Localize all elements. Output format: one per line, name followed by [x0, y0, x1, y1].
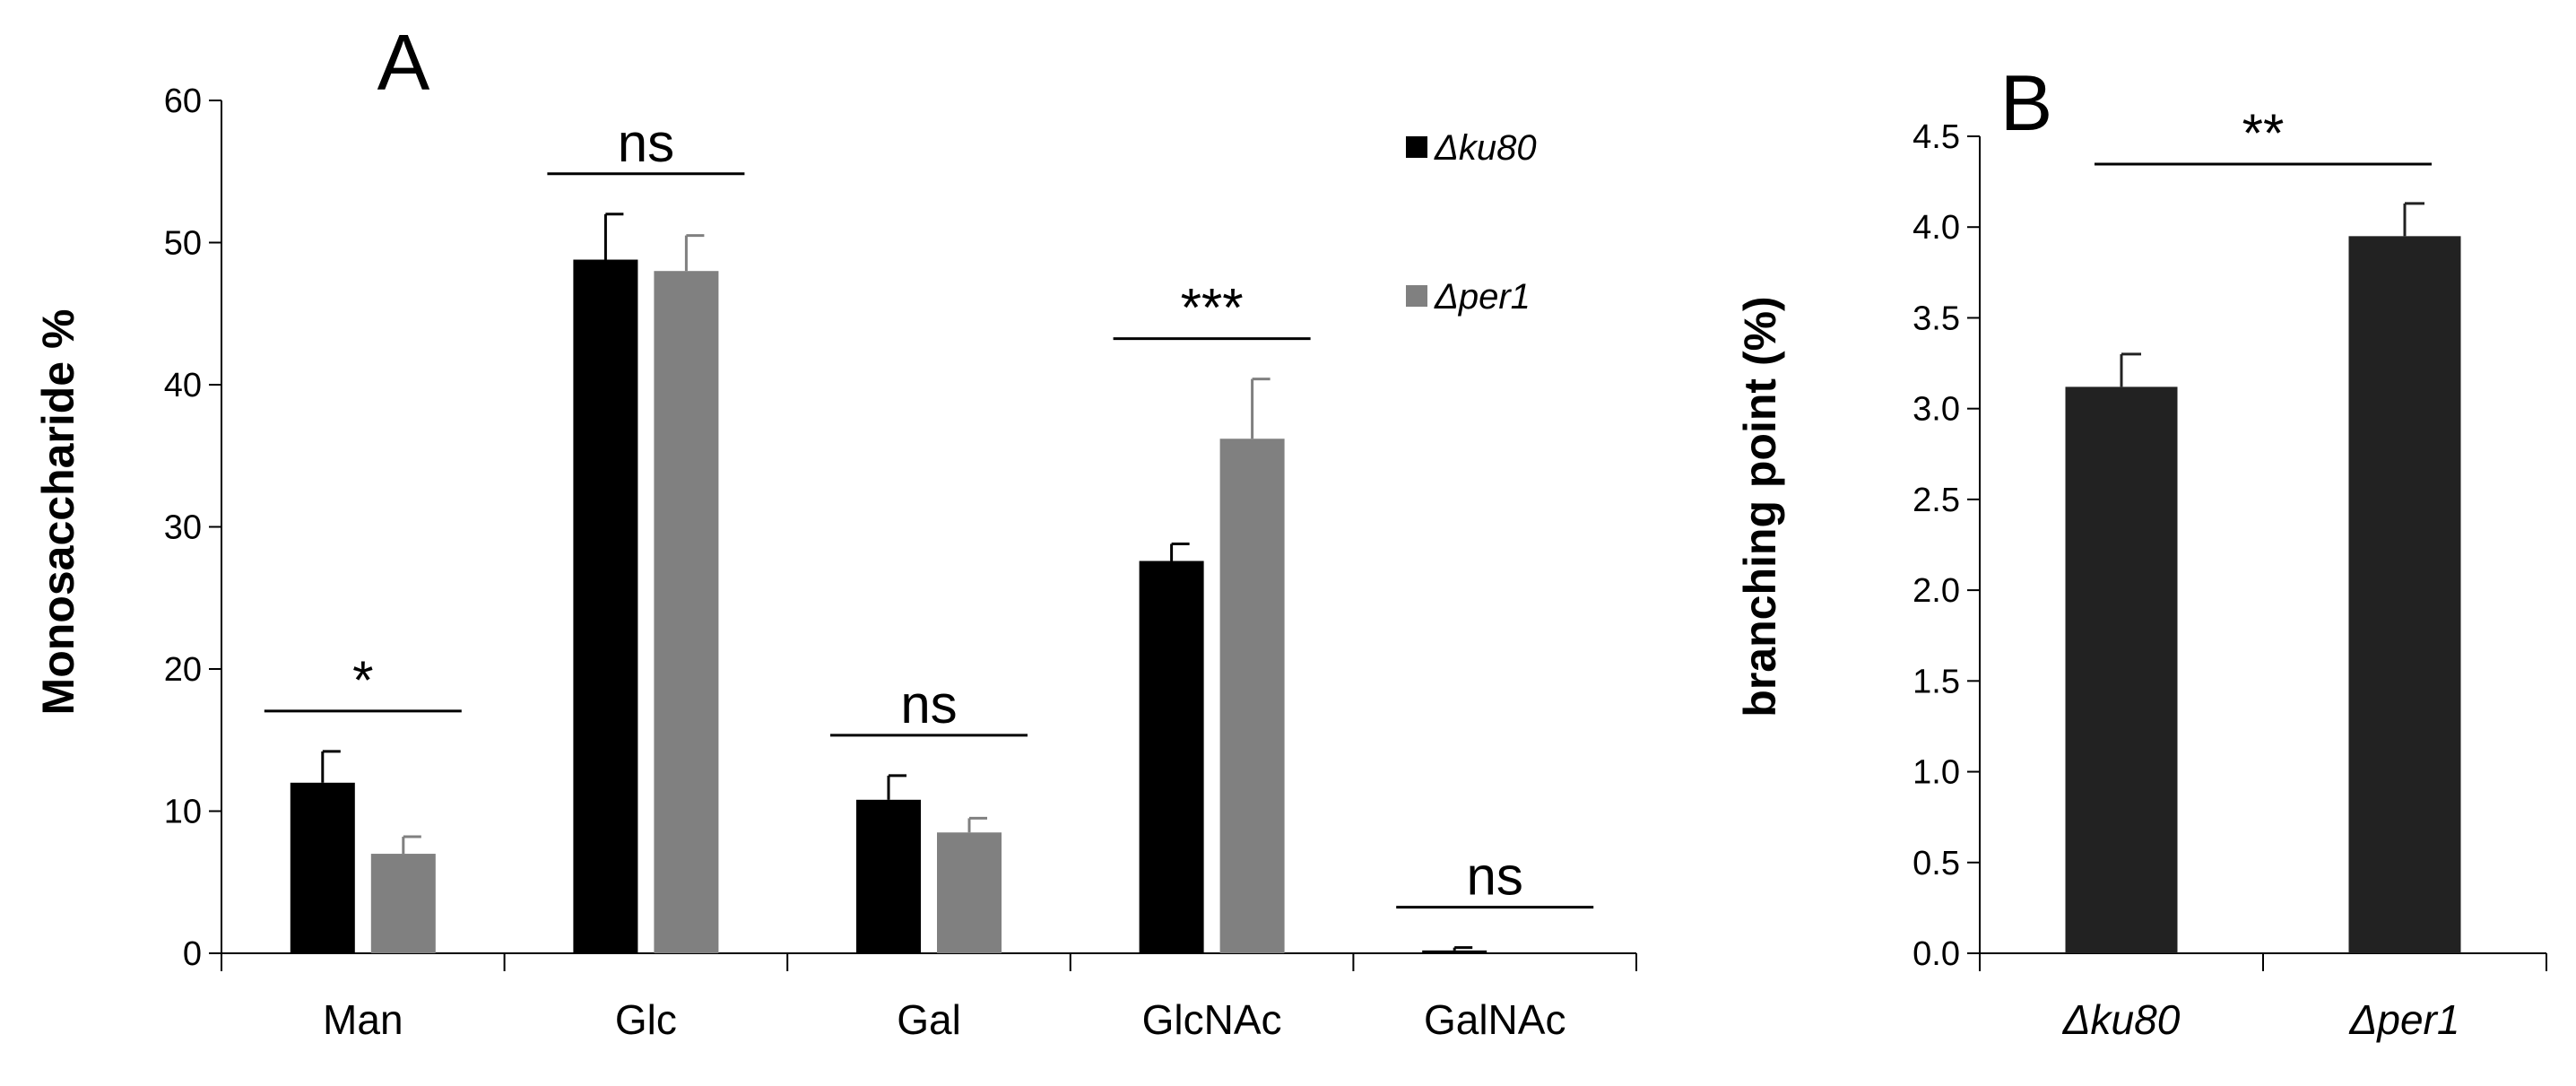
bar: [654, 271, 719, 953]
y-tick-label: 0.5: [1912, 845, 1960, 882]
significance-label: **: [2242, 103, 2285, 163]
significance-label: *: [352, 650, 373, 710]
y-tick-label: 4.5: [1912, 118, 1960, 156]
y-tick-label: 2.0: [1912, 572, 1960, 610]
y-tick-label: 10: [164, 794, 202, 831]
x-tick-label: Gal: [897, 996, 961, 1043]
panel-a-significance: * ns ns *** ns: [264, 113, 1594, 909]
y-tick-label: 4.0: [1912, 209, 1960, 247]
panel-a-chart: A Monosaccharide % 0 10 20 30 40 50 60 Man Glc Ga…: [33, 18, 1637, 1043]
legend-swatch-per1: [1406, 285, 1427, 307]
panel-b-bars: [2065, 202, 2461, 954]
y-tick-label: 40: [164, 367, 202, 404]
legend-swatch-ku80: [1406, 136, 1427, 158]
bar: [1219, 439, 1285, 954]
significance-label: ***: [1181, 278, 1244, 338]
significance-label: ns: [900, 674, 957, 734]
y-tick-label: 50: [164, 225, 202, 263]
panel-a-bars: [290, 213, 1487, 954]
bar: [2065, 387, 2178, 954]
significance-label: ns: [1467, 847, 1523, 907]
bar: [573, 259, 638, 953]
y-tick-label: 1.5: [1912, 663, 1960, 700]
y-tick-label: 0.0: [1912, 935, 1960, 973]
significance-label: ns: [618, 113, 674, 173]
x-tick-label: Glc: [615, 996, 677, 1043]
legend-label-ku80: Δku80: [1434, 128, 1537, 168]
panel-b-chart: B branching point (%) 0.0 0.5 1.0 1.5 2.0 2.5…: [1735, 58, 2547, 1043]
x-tick-label: GalNAc: [1424, 996, 1566, 1043]
panel-a-label: A: [377, 18, 430, 107]
y-tick-label: 1.0: [1912, 754, 1960, 792]
y-tick-label: 2.5: [1912, 482, 1960, 519]
bar: [370, 854, 436, 953]
bar: [856, 799, 921, 953]
y-tick-label: 0: [183, 935, 202, 973]
panel-b-label: B: [2000, 58, 2053, 147]
y-tick-label: 60: [164, 83, 202, 120]
bar: [290, 782, 355, 953]
y-tick-label: 30: [164, 509, 202, 547]
x-tick-label: GlcNAc: [1142, 996, 1282, 1043]
y-tick-label: 3.5: [1912, 300, 1960, 337]
panel-a-y-axis-label: Monosaccharide %: [33, 309, 83, 716]
x-tick-label: Man: [323, 996, 403, 1043]
y-tick-label: 20: [164, 651, 202, 689]
bar: [1422, 950, 1487, 953]
y-tick-label: 3.0: [1912, 391, 1960, 429]
bar: [2348, 236, 2461, 953]
panel-a-legend: Δku80 Δper1: [1406, 128, 1537, 317]
bar: [1139, 560, 1204, 953]
x-tick-label: Δper1: [2349, 996, 2460, 1043]
bar: [937, 832, 1002, 953]
legend-label-per1: Δper1: [1434, 277, 1531, 317]
x-tick-label: Δku80: [2062, 996, 2181, 1043]
panel-b-significance: **: [2095, 103, 2432, 166]
panel-b-y-axis-label: branching point (%): [1735, 296, 1785, 717]
panel-a-axes: 0 10 20 30 40 50 60 Man Glc Gal GlcNAc GalNAc: [164, 83, 1637, 1043]
